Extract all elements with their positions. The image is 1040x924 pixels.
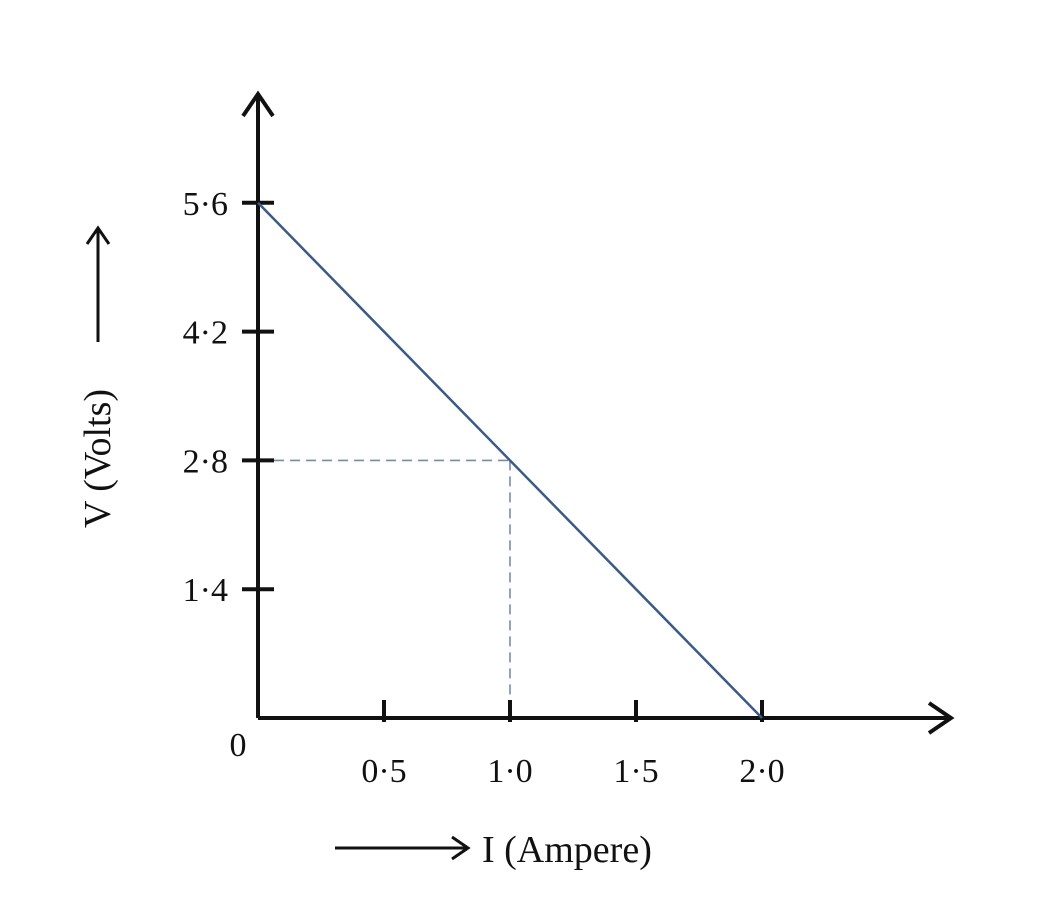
y-tick-label-0: 1·4 (183, 572, 228, 609)
y-axis-label: V (Volts) (77, 389, 119, 528)
x-tick-label-3: 2·0 (739, 753, 784, 790)
origin-label: 0 (230, 727, 247, 764)
x-tick-label-1: 1·0 (487, 753, 532, 790)
x-tick-label-0: 0·5 (361, 753, 406, 790)
y-tick-label-3: 5·6 (183, 186, 228, 223)
x-tick-label-2: 1·5 (613, 753, 658, 790)
series-line (257, 201, 763, 719)
y-axis-arrowhead (241, 90, 275, 118)
y-ticks: 1·4 2·8 4·2 5·6 (183, 186, 274, 609)
series (257, 201, 763, 719)
x-axis-label-group: I (Ampere) (335, 829, 652, 871)
y-tick-label-1: 2·8 (183, 443, 228, 480)
reference-guides (258, 459, 511, 718)
x-axis-arrowhead (927, 701, 955, 735)
x-axis-label: I (Ampere) (482, 829, 652, 871)
axes (241, 90, 955, 735)
y-axis-label-group: V (Volts) (77, 225, 119, 528)
y-tick-label-2: 4·2 (183, 315, 228, 352)
x-ticks: 0·5 1·0 1·5 2·0 (361, 700, 785, 790)
y-label-arrowhead (85, 225, 111, 245)
x-label-arrowhead (451, 835, 471, 861)
